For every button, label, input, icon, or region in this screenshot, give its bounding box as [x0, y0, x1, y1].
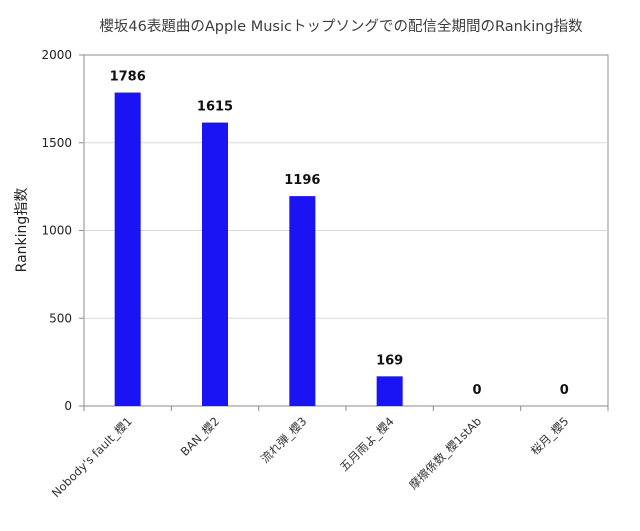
chart-title: 櫻坂46表題曲のApple Musicトップソングでの配信全期間のRanking… — [99, 17, 583, 35]
data-label: 1615 — [197, 100, 233, 115]
y-axis-label: Ranking指数 — [14, 188, 30, 273]
bar — [376, 376, 403, 406]
data-label: 169 — [376, 353, 403, 368]
x-tick-label: BAN_櫻2 — [178, 414, 223, 459]
x-tick-label: 摩擦係数_櫻1stAb — [406, 414, 484, 492]
x-tick-label: 桜月_櫻5 — [528, 414, 572, 458]
plot-area: 0 500 1000 1500 2000 1786 Nobody's fault_櫻1 161… — [41, 48, 609, 500]
bar — [289, 196, 316, 406]
y-tick-label: 1500 — [41, 136, 72, 150]
data-label: 0 — [560, 383, 569, 398]
data-label: 0 — [472, 383, 481, 398]
x-tick-label: Nobody's fault_櫻1 — [49, 414, 135, 500]
y-tick-label: 500 — [49, 311, 72, 325]
data-label: 1786 — [110, 70, 146, 85]
y-tick-label: 1000 — [41, 224, 72, 238]
x-tick-label: 五月雨よ_櫻4 — [337, 414, 397, 474]
bar — [202, 122, 228, 406]
y-tick-label: 0 — [64, 399, 72, 413]
data-label: 1196 — [284, 173, 320, 188]
y-tick-label: 2000 — [41, 48, 72, 62]
bar — [114, 92, 141, 406]
x-tick-label: 流れ弾_櫻3 — [258, 414, 310, 466]
